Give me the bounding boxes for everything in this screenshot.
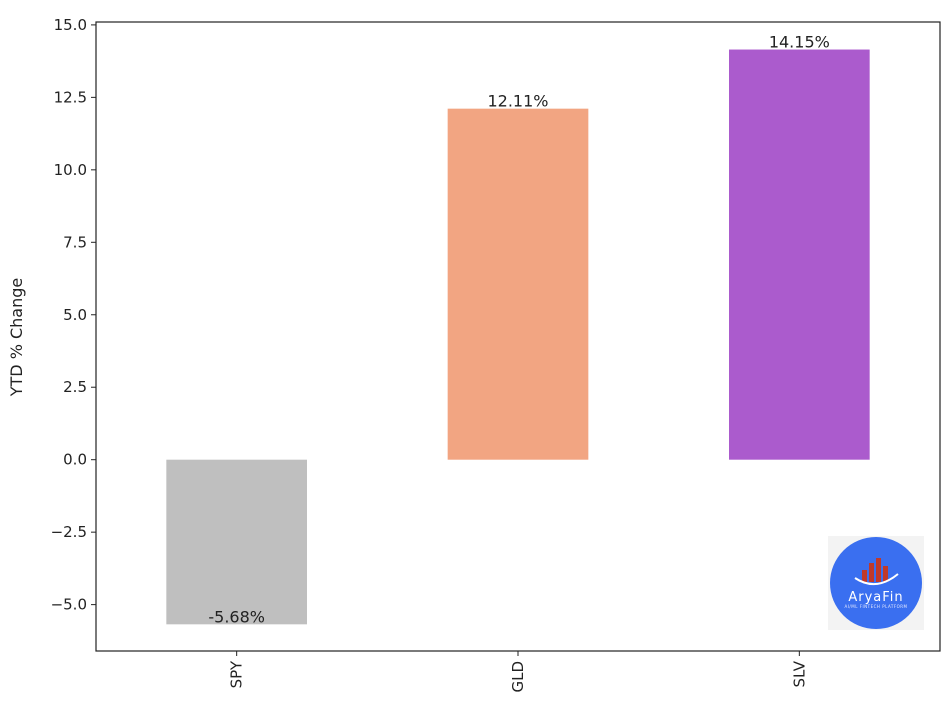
logo-tagline: AI/ML FINTECH PLATFORM — [844, 604, 907, 609]
bar-value-label-slv: 14.15% — [769, 33, 830, 52]
y-tick-label: 5.0 — [63, 306, 87, 324]
x-axis: SPY GLD SLV — [228, 651, 808, 693]
bar-spy — [166, 459, 307, 625]
logo-name: AryaFin — [848, 590, 903, 605]
y-axis: −5.0 −2.5 0.0 2.5 5.0 7.5 10.0 12.5 15.0 — [51, 16, 96, 614]
x-tick-label-gld: GLD — [509, 661, 527, 693]
y-tick-label: −5.0 — [51, 596, 87, 614]
bar-labels-group: -5.68% 12.11% 14.15% — [208, 33, 829, 627]
bar-gld — [447, 108, 589, 460]
x-tick-label-spy: SPY — [228, 660, 246, 688]
plot-frame — [95, 21, 941, 652]
y-tick-label: 15.0 — [54, 16, 87, 34]
y-tick-label: 0.0 — [63, 451, 87, 469]
bars-group — [166, 49, 870, 625]
logo-bars-icon — [854, 558, 899, 585]
y-tick-label: 7.5 — [63, 233, 87, 251]
x-tick-label-slv: SLV — [790, 660, 808, 687]
y-tick-label: 12.5 — [54, 88, 87, 106]
y-tick-label: −2.5 — [51, 523, 87, 541]
bar-value-label-gld: 12.11% — [487, 92, 548, 111]
y-tick-label: 10.0 — [54, 161, 87, 179]
bar-slv — [729, 49, 870, 460]
bar-value-label-spy: -5.68% — [208, 607, 265, 626]
aryafin-logo: AryaFin AI/ML FINTECH PLATFORM — [828, 536, 924, 630]
y-tick-label: 2.5 — [63, 378, 87, 396]
y-axis-title: YTD % Change — [7, 278, 26, 398]
